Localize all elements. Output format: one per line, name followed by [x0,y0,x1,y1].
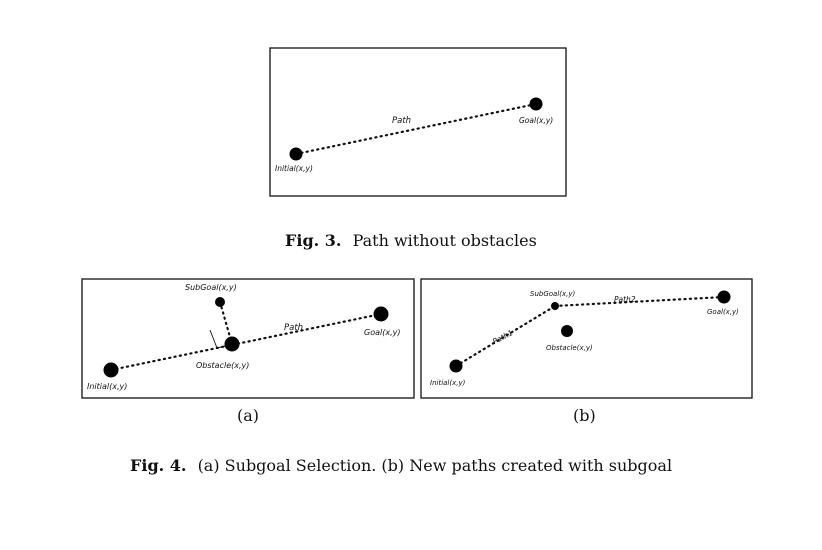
fig3-panel: Path Goal(x,y) Initial(x,y) [269,47,567,197]
fig4b-goal-node [717,290,731,304]
fig4a-sub-caption: (a) [237,406,259,425]
fig4a-goal-node [373,306,389,322]
fig4-caption-number: Fig. 4. [130,456,186,475]
fig3-initial-node [289,147,303,161]
fig4a-subgoal-node [215,297,225,307]
fig4a-goal-label: Goal(x,y) [364,328,400,337]
fig4b-goal-label: Goal(x,y) [707,308,739,316]
fig4b-path2-line [553,295,726,308]
fig4a-initial-node [103,362,119,378]
fig4b-initial-label: Initial(x,y) [430,379,466,387]
fig4b-obstacle-label: Obstacle(x,y) [546,344,593,352]
fig4a-subgoal-label: SubGoal(x,y) [185,283,237,292]
fig3-caption-text: Path without obstacles [353,231,537,250]
fig4a-obstacle-node [224,336,240,352]
fig4a-panel: SubGoal(x,y) Path Goal(x,y) Obstacle(x,y… [81,278,415,399]
fig4b-frame [420,278,753,399]
fig4b-path1-label: Path1 [491,328,514,346]
fig4a-frame [81,278,415,399]
fig4b-obstacle-node [561,325,573,337]
fig4-caption-text: (a) Subgoal Selection. (b) New paths cre… [198,456,673,475]
fig3-frame [269,47,567,197]
fig3-caption: Fig. 3. Path without obstacles [285,231,537,250]
fig4b-sub-caption: (b) [573,406,596,425]
fig4b-subgoal-label: SubGoal(x,y) [530,290,576,298]
fig3-goal-label: Goal(x,y) [519,116,553,125]
fig3-path-label: Path [392,116,411,126]
fig4a-obstacle-label: Obstacle(x,y) [196,361,249,370]
fig3-path-line [294,102,538,156]
fig3-goal-node [529,97,543,111]
fig4b-subgoal-node [551,302,559,310]
fig4a-path-label: Path [284,323,303,333]
fig4b-panel: SubGoal(x,y) Path2 Goal(x,y) Path1 Obsta… [420,278,753,399]
fig3-initial-label: Initial(x,y) [275,164,313,173]
fig3-caption-number: Fig. 3. [285,231,341,250]
fig4-caption: Fig. 4. (a) Subgoal Selection. (b) New p… [130,456,672,475]
fig4a-perpendicular-line [218,300,234,346]
fig4b-path2-label: Path2 [614,295,636,304]
fig4b-initial-node [449,359,463,373]
fig4b-path1-line [454,304,557,368]
fig4a-initial-label: Initial(x,y) [87,382,127,391]
